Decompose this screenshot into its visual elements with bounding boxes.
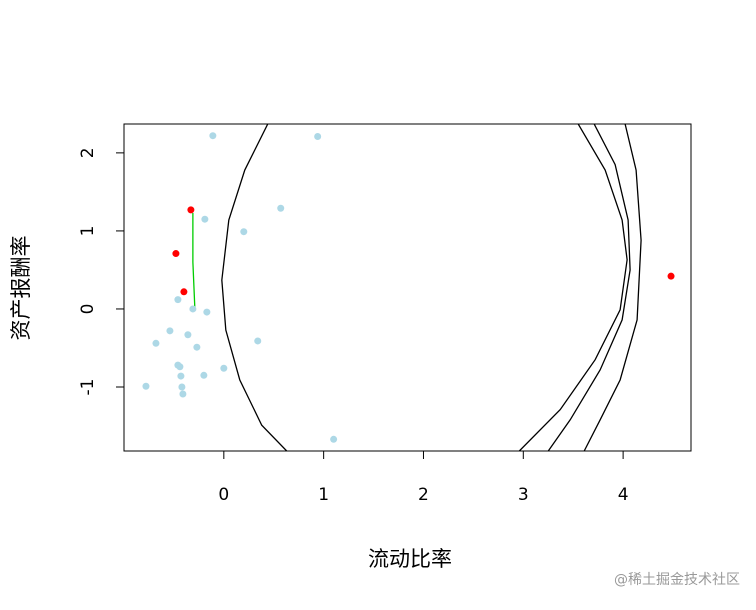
y-tick-label: -1 bbox=[78, 379, 98, 396]
point bbox=[176, 363, 184, 371]
point bbox=[330, 435, 338, 443]
point bbox=[277, 204, 285, 212]
point bbox=[193, 343, 201, 351]
point bbox=[174, 296, 182, 304]
y-tick-label: 2 bbox=[78, 147, 98, 158]
point bbox=[187, 206, 195, 214]
x-axis-label: 流动比率 bbox=[368, 547, 452, 571]
point bbox=[142, 382, 150, 390]
x-tick-label: 3 bbox=[518, 485, 529, 505]
point bbox=[220, 364, 228, 372]
curve bbox=[547, 124, 631, 451]
x-tick-label: 2 bbox=[418, 485, 429, 505]
point bbox=[189, 305, 197, 313]
plot-area bbox=[142, 124, 675, 451]
curve bbox=[583, 124, 642, 451]
point bbox=[152, 339, 160, 347]
point bbox=[209, 132, 217, 140]
curve bbox=[518, 124, 628, 451]
x-tick-label: 4 bbox=[618, 485, 629, 505]
point bbox=[166, 327, 174, 335]
point bbox=[172, 250, 180, 258]
point bbox=[179, 390, 187, 398]
y-tick-label: 0 bbox=[78, 304, 98, 315]
y-axis-label: 资产报酬率 bbox=[9, 236, 33, 341]
curve bbox=[192, 212, 196, 309]
watermark: @稀土掘金技术社区 bbox=[614, 572, 740, 588]
point bbox=[314, 132, 322, 140]
y-tick-label: 1 bbox=[78, 226, 98, 237]
point bbox=[240, 228, 248, 236]
point bbox=[200, 371, 208, 379]
x-tick-label: 1 bbox=[318, 485, 329, 505]
point bbox=[184, 331, 192, 339]
point bbox=[180, 288, 188, 296]
point bbox=[178, 383, 186, 391]
x-tick-label: 0 bbox=[218, 485, 229, 505]
point bbox=[177, 372, 185, 380]
point bbox=[254, 337, 262, 345]
point bbox=[203, 308, 211, 316]
point bbox=[667, 272, 675, 280]
point bbox=[201, 215, 209, 223]
curve bbox=[221, 124, 288, 451]
